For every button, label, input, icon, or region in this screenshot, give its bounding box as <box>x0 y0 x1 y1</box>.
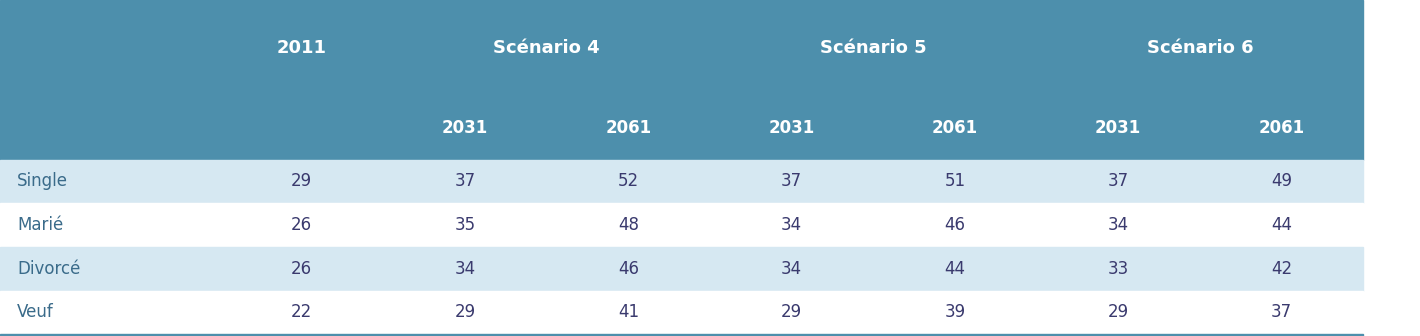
Bar <box>0 0 1363 160</box>
Bar <box>0 160 1363 203</box>
Text: Single: Single <box>17 172 68 191</box>
Text: 44: 44 <box>1271 216 1292 234</box>
Text: 2061: 2061 <box>932 119 978 137</box>
Text: 46: 46 <box>618 260 639 278</box>
Bar <box>0 334 1363 336</box>
Text: 29: 29 <box>291 172 312 191</box>
Text: 34: 34 <box>1108 216 1129 234</box>
Text: 52: 52 <box>618 172 639 191</box>
Text: 37: 37 <box>454 172 476 191</box>
Text: 2031: 2031 <box>442 119 488 137</box>
Text: Scénario 6: Scénario 6 <box>1146 39 1254 57</box>
Text: 34: 34 <box>781 216 802 234</box>
Text: 2031: 2031 <box>768 119 815 137</box>
Text: 2011: 2011 <box>277 39 327 57</box>
Text: 26: 26 <box>291 216 312 234</box>
Text: 35: 35 <box>454 216 476 234</box>
Text: 2061: 2061 <box>605 119 652 137</box>
Text: 37: 37 <box>781 172 802 191</box>
Text: 22: 22 <box>291 303 312 322</box>
Text: Divorcé: Divorcé <box>17 260 81 278</box>
Text: Scénario 4: Scénario 4 <box>493 39 601 57</box>
Text: 34: 34 <box>454 260 476 278</box>
Text: 44: 44 <box>944 260 966 278</box>
Text: 37: 37 <box>1108 172 1129 191</box>
Text: 34: 34 <box>781 260 802 278</box>
Text: 51: 51 <box>944 172 966 191</box>
Text: 33: 33 <box>1108 260 1129 278</box>
Text: 42: 42 <box>1271 260 1292 278</box>
Text: 26: 26 <box>291 260 312 278</box>
Text: 2031: 2031 <box>1095 119 1142 137</box>
Text: 41: 41 <box>618 303 639 322</box>
Text: 29: 29 <box>454 303 476 322</box>
Bar <box>0 203 1363 247</box>
Text: 48: 48 <box>618 216 639 234</box>
Text: 39: 39 <box>944 303 966 322</box>
Text: 37: 37 <box>1271 303 1292 322</box>
Text: 29: 29 <box>781 303 802 322</box>
Text: 46: 46 <box>944 216 966 234</box>
Text: Veuf: Veuf <box>17 303 54 322</box>
Text: 29: 29 <box>1108 303 1129 322</box>
Text: Scénario 5: Scénario 5 <box>819 39 927 57</box>
Text: 2061: 2061 <box>1258 119 1305 137</box>
Text: Marié: Marié <box>17 216 64 234</box>
Bar <box>0 291 1363 334</box>
Text: 49: 49 <box>1271 172 1292 191</box>
Bar <box>0 247 1363 291</box>
